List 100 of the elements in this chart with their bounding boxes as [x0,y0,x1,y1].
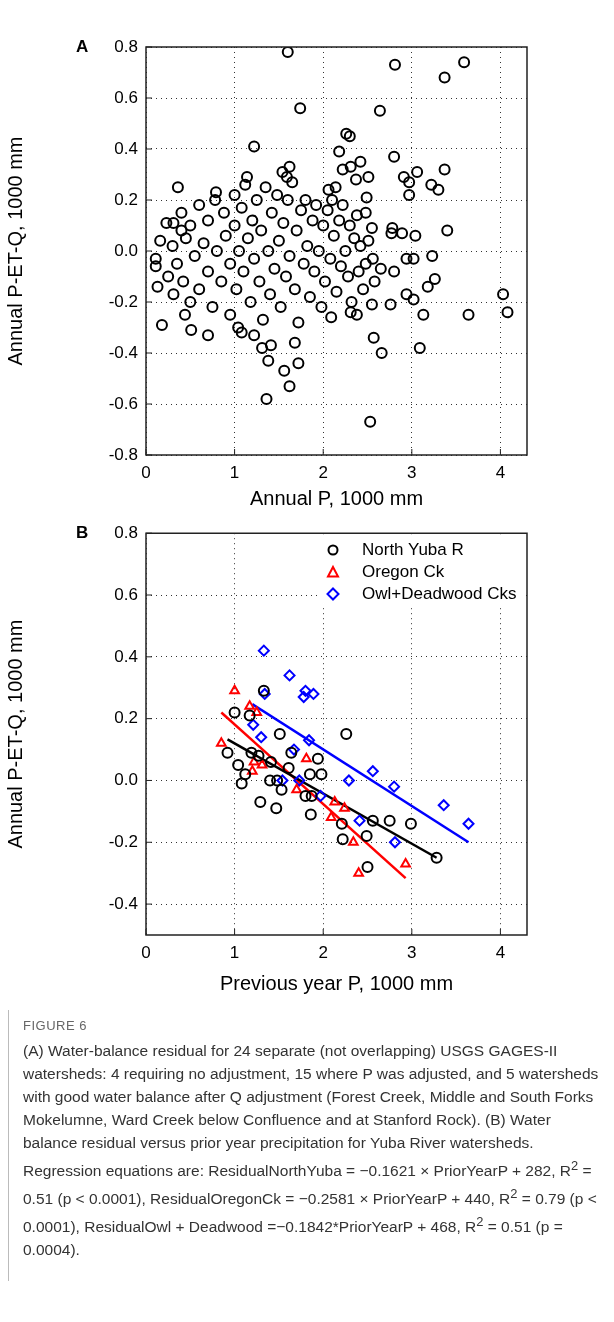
point [282,762,295,775]
point [264,755,277,768]
legend-label: Oregon Ck [362,561,445,584]
point [430,851,443,864]
legend-label: Owl+Deadwood Cks [362,583,517,606]
point [366,814,379,827]
legend-label: North Yuba R [362,539,464,562]
y-tick-label: -0.2 [108,291,138,311]
point [437,799,450,812]
point [361,861,374,873]
point [247,718,260,731]
point [348,836,359,846]
point [283,669,296,682]
point [221,746,234,759]
y-tick-label: 0.4 [114,138,138,158]
point [299,684,312,697]
point [353,814,366,827]
y-tick-label: 0.6 [114,584,138,604]
text: (A) Water-balance residual for 24 separate (not overlapping) USGS GAGES-II watersheds: 4 requiring no adjustment, 15 where P was adjusted, and 5 watersheds with good water balance after Q adjustment (Forest Creek, Middle and South Forks Mokelumne, Ward Creek below Confluence and at Stanford Rock). (B) Water balance residual versus prior year precipitation for Yuba River watersheds. Regression equations are: ResidualNorthYuba = −0.1621 × PriorYearP + 282, R$^{2}$ = 0.51 (p < 0.0001), ResidualOregonCk = −0.2581 × PriorYearP + 440, R$^{2}$ = 0.79 (p < 0.0001), ResidualOwl + Deadwood =−0.1842*PriorYearP + 468, R$^{2}$ = 0.51 (p = 0.0004). [23,1042,599,1259]
point [293,774,306,787]
point [462,817,475,830]
y-tick-label: 0.0 [114,770,138,790]
point [270,802,283,815]
y-tick-label: -0.4 [108,342,138,362]
point [271,774,284,787]
y-tick-label: 0.6 [114,87,138,107]
point [245,746,258,759]
y-tick-label: 0.2 [114,189,138,209]
point [353,867,364,877]
y-tick-label: 0.8 [114,522,138,542]
point [276,774,289,787]
point [366,765,379,778]
point [297,691,310,704]
point [304,808,317,821]
point [256,759,268,769]
point [388,780,401,793]
x-tick-label: 4 [495,462,506,482]
x-tick-label: 3 [407,462,417,482]
y-tick-label: 0.8 [114,36,138,56]
point [388,836,401,849]
point [335,817,348,830]
x-tick-label: 1 [229,462,240,482]
y-axis-title: Annual P-ET-Q, 1000 mm [3,619,26,849]
x-tick-label: 2 [318,942,328,962]
point [325,811,337,822]
x-tick-label: 4 [495,942,506,962]
point [243,709,256,722]
point [303,734,316,747]
point [229,684,240,695]
caption: FIGURE 6 [23,1018,88,1033]
point [336,833,349,846]
point [273,728,286,741]
x-tick-label: 0 [141,462,151,482]
x-tick-label: 0 [141,942,151,962]
point [311,752,324,765]
point [247,765,258,775]
point [307,687,320,700]
point [275,783,288,796]
point [215,737,227,747]
y-tick-label: 0.2 [114,708,138,728]
point [404,817,417,830]
point [251,706,263,716]
point [301,752,312,763]
point [299,789,312,802]
x-tick-label: 3 [407,942,417,962]
point [383,814,396,827]
point [400,857,411,868]
point [252,749,265,762]
y-tick-label: -0.4 [108,893,138,913]
y-tick-label: 0.4 [114,646,138,666]
y-tick-label: -0.8 [108,444,138,464]
y-tick-label: -0.2 [108,831,138,851]
point [239,768,252,781]
point [255,731,268,744]
point [291,783,302,794]
x-axis-title: Previous year P, 1000 mm [219,971,454,994]
point [329,796,341,806]
x-tick-label: 1 [229,942,240,962]
x-axis-title: Annual P, 1000 mm [249,486,424,509]
point [340,728,353,741]
point [244,700,255,710]
point [303,768,316,781]
x-tick-label: 2 [318,462,328,482]
point [360,830,373,843]
chart-title: B [76,522,89,542]
point [228,706,241,719]
point [248,755,260,766]
point [257,644,270,657]
point [342,774,355,787]
point [315,768,328,781]
chart-title: A [76,36,89,56]
y-axis-title: Annual P-ET-Q, 1000 mm [3,136,26,366]
point [232,759,245,772]
point [339,802,350,812]
point [264,774,277,787]
point [254,796,267,809]
point [314,789,327,802]
point [305,789,318,802]
y-tick-label: 0.0 [114,240,138,260]
y-tick-label: -0.6 [108,393,138,413]
